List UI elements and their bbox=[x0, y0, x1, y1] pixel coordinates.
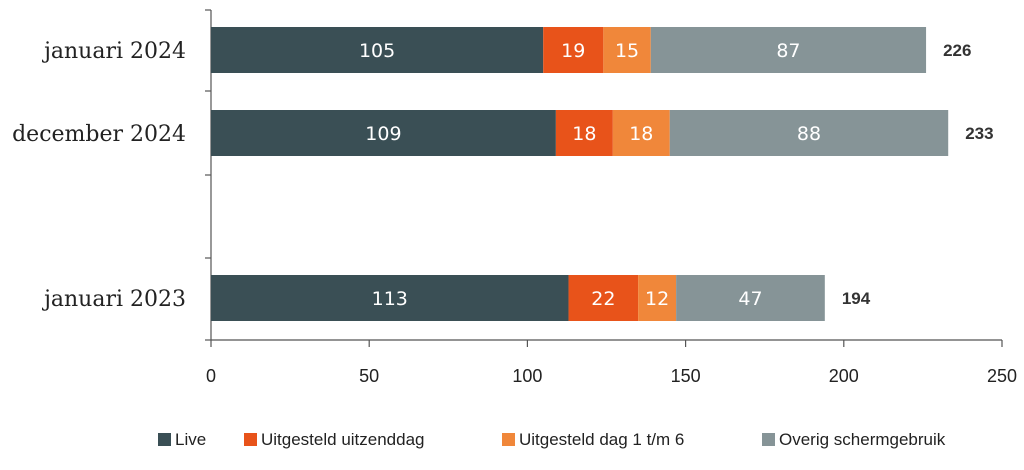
category-label-januari-2024: januari 2024 bbox=[41, 39, 186, 64]
total-label-januari-2024: 226 bbox=[943, 41, 971, 60]
legend-label: Uitgesteld uitzenddag bbox=[261, 430, 425, 449]
legend-item-uitgesteld-dag-1-t-m-6: Uitgesteld dag 1 t/m 6 bbox=[502, 430, 684, 449]
bar-live-januari-2023 bbox=[211, 275, 569, 321]
bar-uitgesteld-uitzenddag-januari-2023 bbox=[568, 275, 639, 321]
legend-label: Live bbox=[175, 430, 206, 449]
bar-live-december-2024 bbox=[211, 110, 556, 156]
bar-value-label: 18 bbox=[629, 123, 653, 145]
x-tick-label-200: 200 bbox=[829, 366, 859, 386]
bar-value-label: 109 bbox=[365, 123, 401, 145]
total-label-januari-2023: 194 bbox=[842, 289, 871, 308]
bar-overig-schermgebruik-januari-2024 bbox=[650, 27, 927, 73]
bar-value-label: 105 bbox=[359, 40, 395, 62]
bar-uitgesteld-uitzenddag-december-2024 bbox=[555, 110, 613, 156]
bar-value-label: 47 bbox=[738, 288, 762, 310]
legend-item-uitgesteld-uitzenddag: Uitgesteld uitzenddag bbox=[244, 430, 425, 449]
total-label-december-2024: 233 bbox=[965, 124, 993, 143]
legend-swatch bbox=[502, 433, 515, 446]
total-labels: 226 233 194 bbox=[842, 41, 994, 308]
category-label-januari-2023: januari 2023 bbox=[41, 287, 186, 312]
x-tick-labels: 0 50 100 150 200 250 bbox=[206, 366, 1017, 386]
category-label-december-2024: december 2024 bbox=[12, 122, 186, 147]
bar-value-label: 88 bbox=[797, 123, 821, 145]
x-tick-label-100: 100 bbox=[512, 366, 542, 386]
bar-value-label: 19 bbox=[561, 40, 585, 62]
bar-uitgesteld-dag-1-t-m-6-december-2024 bbox=[612, 110, 670, 156]
bar-uitgesteld-dag-1-t-m-6-januari-2023 bbox=[638, 275, 677, 321]
legend-swatch bbox=[158, 433, 171, 446]
bar-uitgesteld-uitzenddag-januari-2024 bbox=[543, 27, 604, 73]
legend-label: Uitgesteld dag 1 t/m 6 bbox=[519, 430, 684, 449]
bar-value-label: 15 bbox=[615, 40, 639, 62]
bar-uitgesteld-dag-1-t-m-6-januari-2024 bbox=[603, 27, 651, 73]
bars: 105 19 15 87 109 18 18 88 113 22 12 47 bbox=[211, 27, 949, 321]
x-tick-label-150: 150 bbox=[671, 366, 701, 386]
legend-label: Overig schermgebruik bbox=[779, 430, 946, 449]
bar-value-label: 22 bbox=[591, 288, 615, 310]
category-labels: januari 2024 december 2024 januari 2023 bbox=[12, 39, 186, 312]
bar-live-januari-2024 bbox=[211, 27, 544, 73]
bar-overig-schermgebruik-januari-2023 bbox=[676, 275, 825, 321]
bar-value-label: 12 bbox=[645, 288, 669, 310]
x-tick-label-50: 50 bbox=[359, 366, 379, 386]
legend-swatch bbox=[244, 433, 257, 446]
x-tick-label-250: 250 bbox=[987, 366, 1017, 386]
bar-value-label: 113 bbox=[372, 288, 408, 310]
legend: Live Uitgesteld uitzenddag Uitgesteld dag … bbox=[158, 430, 946, 449]
legend-swatch bbox=[762, 433, 775, 446]
x-tick-label-0: 0 bbox=[206, 366, 216, 386]
bar-overig-schermgebruik-december-2024 bbox=[669, 110, 949, 156]
bar-value-label: 87 bbox=[776, 40, 800, 62]
legend-item-overig-schermgebruik: Overig schermgebruik bbox=[762, 430, 946, 449]
legend-item-live: Live bbox=[158, 430, 206, 449]
bar-value-label: 18 bbox=[572, 123, 596, 145]
